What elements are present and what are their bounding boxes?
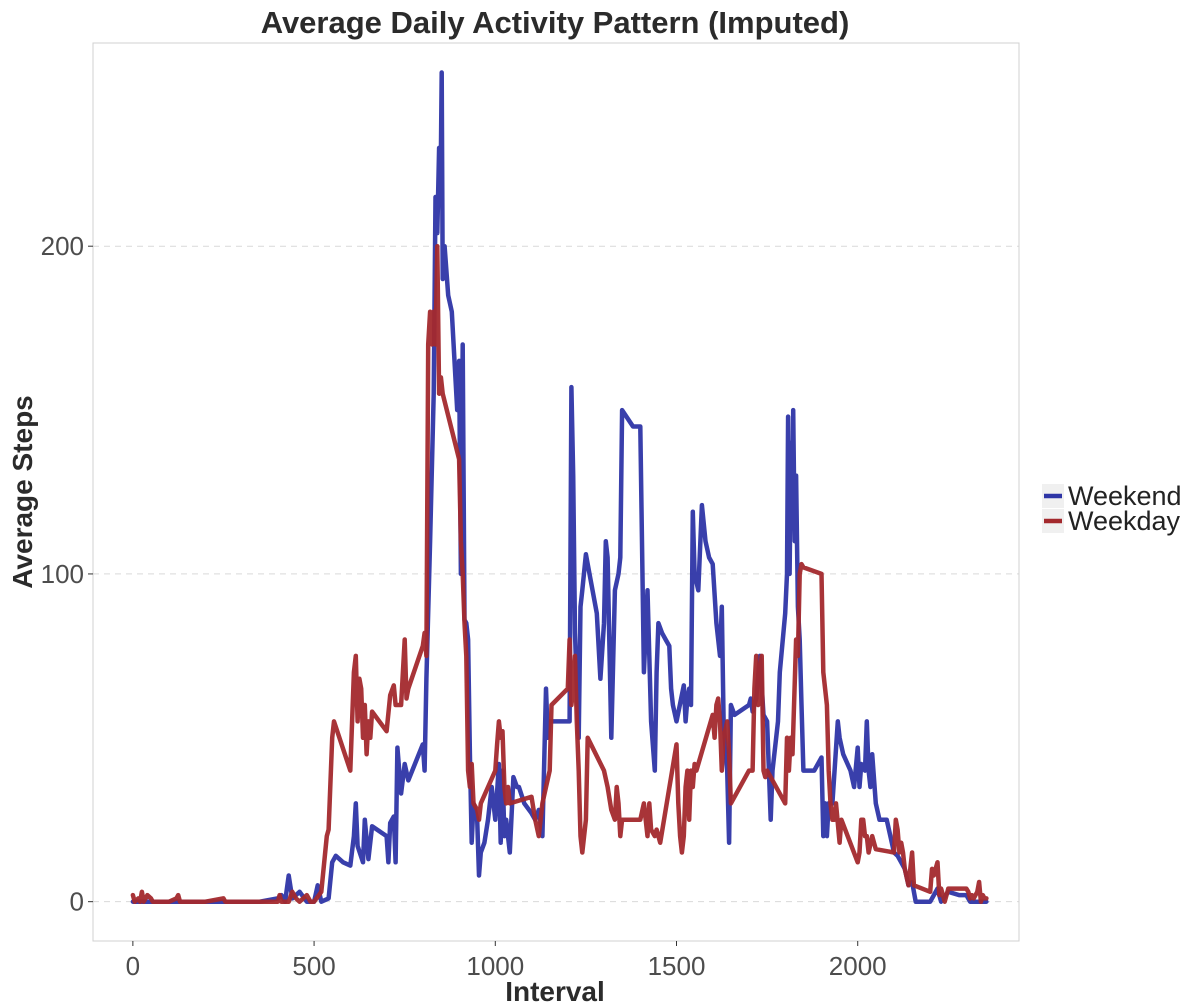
y-tick-label: 100	[41, 559, 84, 589]
series-line-weekend	[130, 70, 989, 904]
y-axis-title: Average Steps	[7, 395, 38, 589]
x-tick-label: 0	[126, 951, 140, 981]
grid	[93, 245, 1019, 903]
plot-panel	[92, 42, 1020, 942]
x-tick-label: 1500	[648, 951, 706, 981]
series-line-weekday	[130, 243, 989, 904]
legend-label-weekend: Weekend	[1068, 481, 1182, 511]
x-tick-label: 2000	[829, 951, 887, 981]
chart-title: Average Daily Activity Pattern (Imputed)	[261, 5, 850, 40]
y-tick-label: 0	[70, 887, 84, 917]
x-axis-title: Interval	[505, 976, 605, 1007]
y-tick-label: 200	[41, 231, 84, 261]
x-tick-label: 500	[292, 951, 335, 981]
series-lines	[130, 70, 989, 904]
x-tick-label: 1000	[466, 951, 524, 981]
legend-label-weekday: Weekday	[1068, 506, 1181, 536]
